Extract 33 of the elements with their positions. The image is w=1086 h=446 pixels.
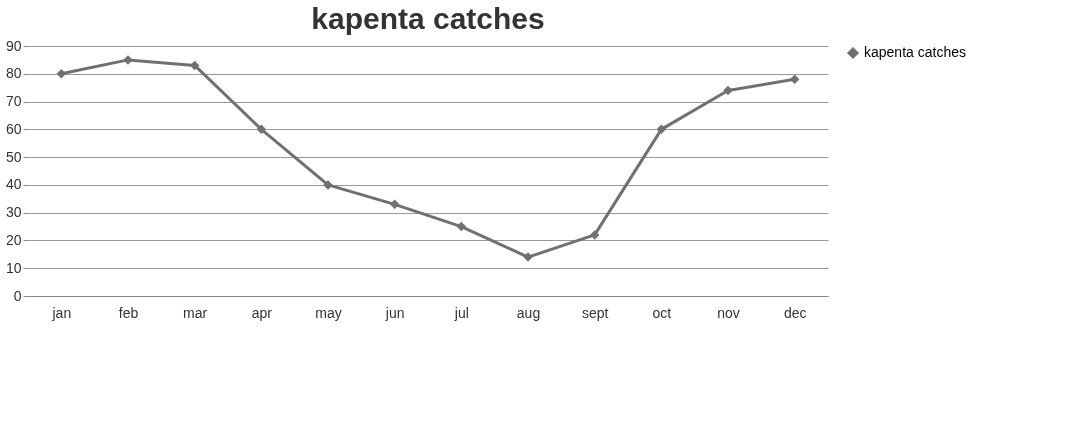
chart-title: kapenta catches <box>311 2 545 35</box>
point <box>656 124 667 135</box>
x-tick-label: may <box>315 304 342 321</box>
y-tick-label: 40 <box>5 176 22 193</box>
x-tick-label: feb <box>118 304 139 321</box>
y-tick-label: 20 <box>5 231 22 248</box>
x-tick-label: sept <box>581 304 609 321</box>
point <box>723 85 733 96</box>
point <box>189 60 200 71</box>
y-tick-label: 90 <box>5 37 22 54</box>
legend-label: kapenta catches <box>864 44 966 60</box>
y-tick-label: 30 <box>5 204 22 221</box>
point <box>256 124 267 135</box>
x-tick-label: mar <box>183 304 208 321</box>
y-tick-label: 10 <box>5 259 22 276</box>
point <box>589 230 600 240</box>
point <box>56 69 67 79</box>
x-tick-label: oct <box>652 304 672 321</box>
x-tick-label: nov <box>717 304 740 321</box>
y-tick-label: 70 <box>5 93 22 110</box>
y-tick-label: 80 <box>5 65 22 82</box>
x-tick-label: jan <box>51 304 72 321</box>
x-tick-label: jul <box>453 304 469 321</box>
point <box>389 199 400 210</box>
x-tick-label: apr <box>251 304 273 321</box>
point <box>456 221 467 232</box>
point <box>789 74 800 85</box>
x-tick-label: dec <box>783 304 807 321</box>
x-tick-label: aug <box>516 304 541 321</box>
y-tick-label: 50 <box>5 148 22 165</box>
x-tick-label: jun <box>384 304 405 321</box>
y-tick-label: 60 <box>5 120 22 137</box>
y-tick-label: 0 <box>13 287 22 304</box>
